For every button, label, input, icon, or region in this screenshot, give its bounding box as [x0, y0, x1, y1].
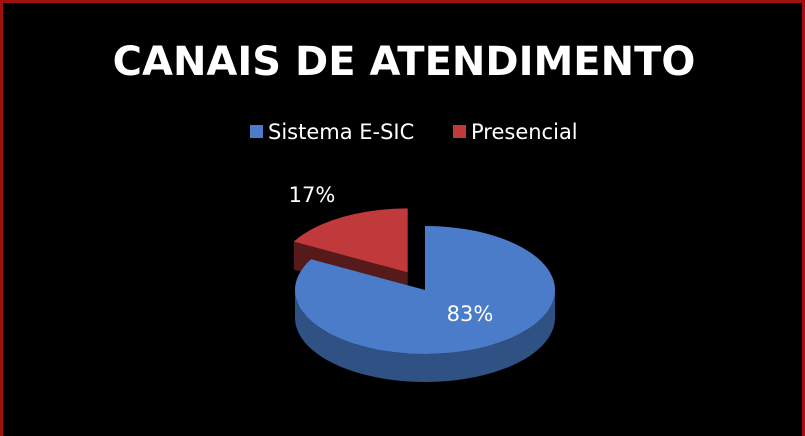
slice [295, 226, 555, 354]
data-label: 17% [289, 183, 336, 207]
legend-swatch [250, 125, 263, 138]
slice-wall [295, 290, 555, 382]
slice [293, 208, 408, 273]
legend-swatch [453, 125, 466, 138]
data-label: 83% [447, 302, 494, 326]
chart-title: CANAIS DE ATENDIMENTO [113, 39, 696, 85]
legend-label: Sistema E-SIC [268, 120, 414, 144]
legend-label: Presencial [471, 120, 578, 144]
